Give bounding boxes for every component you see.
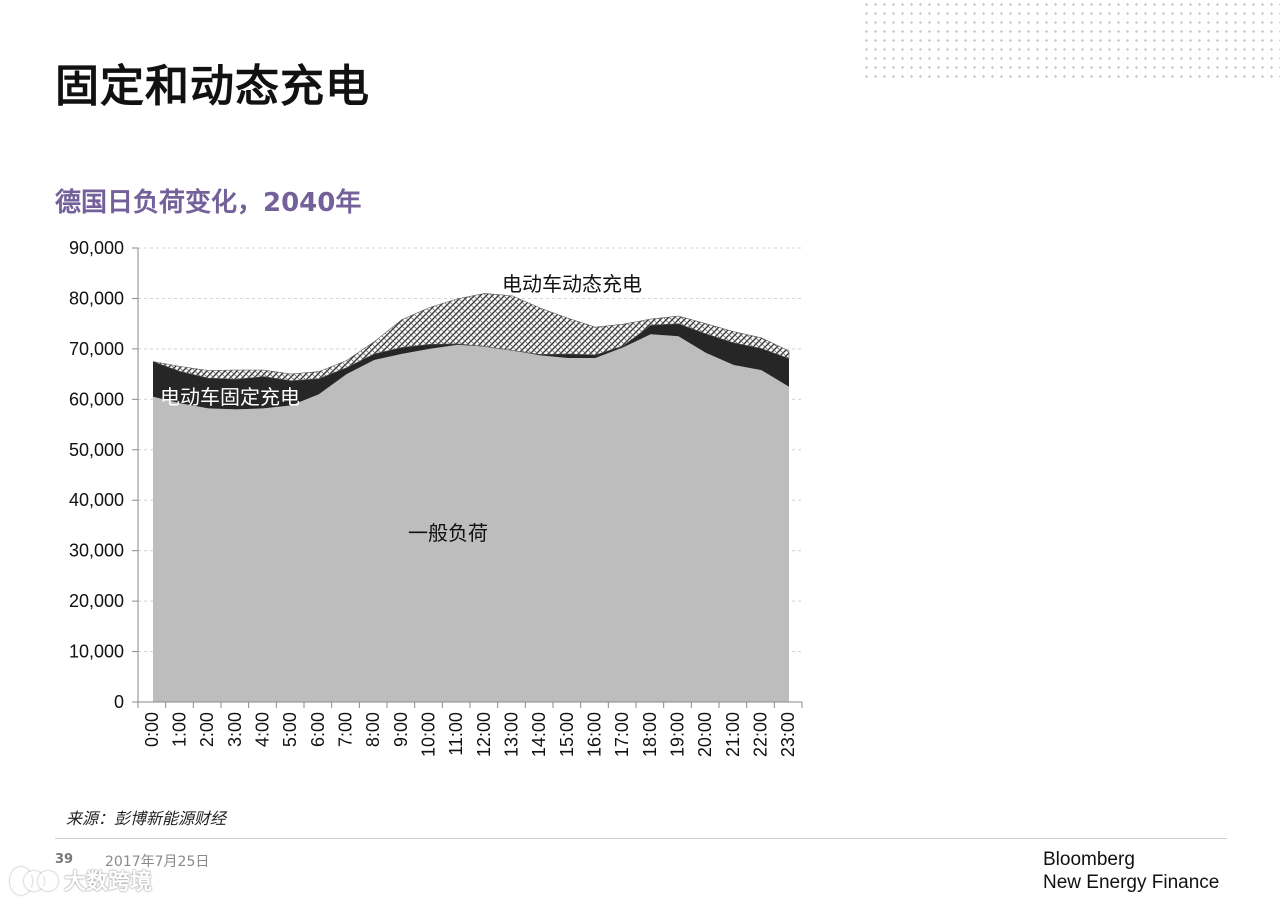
footer-divider — [55, 838, 1227, 839]
x-tick-label: 15:00 — [557, 712, 577, 757]
y-tick-label: 40,000 — [69, 490, 124, 510]
annotation-general-load: 一般负荷 — [408, 521, 488, 545]
y-tick-label: 60,000 — [69, 389, 124, 409]
watermark-logo-icon — [10, 865, 58, 895]
chart-title: 德国日负荷变化，2040年 — [55, 188, 362, 218]
x-tick-label: 13:00 — [502, 712, 522, 757]
x-tick-label: 10:00 — [419, 712, 439, 757]
y-tick-label: 70,000 — [69, 339, 124, 359]
area-layer — [152, 293, 790, 702]
load-area-chart: 0 10,000 20,000 30,000 40,000 50,000 60,000 70,… — [69, 238, 803, 757]
x-tick-label: 23:00 — [778, 712, 798, 757]
brand-line-2: New Energy Finance — [1043, 872, 1220, 893]
x-tick-label: 14:00 — [529, 712, 549, 757]
decorative-dot-pattern — [862, 0, 1280, 80]
x-tick-label: 6:00 — [308, 712, 328, 747]
x-tick-label: 3:00 — [225, 712, 245, 747]
x-tick-label: 16:00 — [585, 712, 605, 757]
y-tick-label: 30,000 — [69, 541, 124, 561]
watermark-text: 大数跨境 — [64, 870, 153, 895]
annotation-fixed-charging: 电动车固定充电 — [160, 385, 300, 409]
y-tick-label: 10,000 — [69, 642, 124, 662]
x-tick-label: 21:00 — [723, 712, 743, 757]
x-tick-label: 1:00 — [170, 712, 190, 747]
watermark: 大数跨境 — [10, 864, 152, 896]
page-number: 39 — [55, 852, 74, 867]
x-tick-label: 19:00 — [668, 712, 688, 757]
y-tick-label: 0 — [114, 692, 124, 712]
x-tick-label: 12:00 — [474, 712, 494, 757]
area-dynamic-charging — [152, 293, 790, 382]
y-tick-label: 80,000 — [69, 288, 124, 308]
axis-layer: 0 10,000 20,000 30,000 40,000 50,000 60,000 70,… — [69, 238, 803, 757]
slide-title: 固定和动态充电 — [55, 61, 370, 112]
x-tick-label: 22:00 — [751, 712, 771, 757]
y-tick-label: 20,000 — [69, 591, 124, 611]
source-note: 来源：彭博新能源财经 — [66, 809, 227, 828]
annotation-dynamic-charging: 电动车动态充电 — [502, 272, 642, 296]
brand-logo: Bloomberg New Energy Finance — [1043, 848, 1219, 894]
x-tick-label: 9:00 — [391, 712, 411, 747]
area-fixed-charging — [153, 323, 789, 410]
x-tick-label: 20:00 — [695, 712, 715, 757]
x-tick-label: 8:00 — [363, 712, 383, 747]
x-tick-label: 0:00 — [142, 712, 162, 747]
x-tick-label: 4:00 — [253, 712, 273, 747]
area-general-load — [153, 334, 789, 702]
x-tick-label: 11:00 — [446, 712, 466, 756]
y-tick-label: 90,000 — [69, 238, 124, 258]
x-tick-label: 18:00 — [640, 712, 660, 757]
x-tick-label: 2:00 — [197, 712, 217, 747]
x-tick-label: 5:00 — [280, 712, 300, 747]
x-tick-label: 17:00 — [612, 712, 632, 757]
y-tick-label: 50,000 — [69, 440, 124, 460]
x-tick-label: 7:00 — [336, 712, 356, 747]
brand-line-1: Bloomberg — [1043, 849, 1135, 870]
footer-date: 2017年7月25日 — [105, 854, 210, 870]
